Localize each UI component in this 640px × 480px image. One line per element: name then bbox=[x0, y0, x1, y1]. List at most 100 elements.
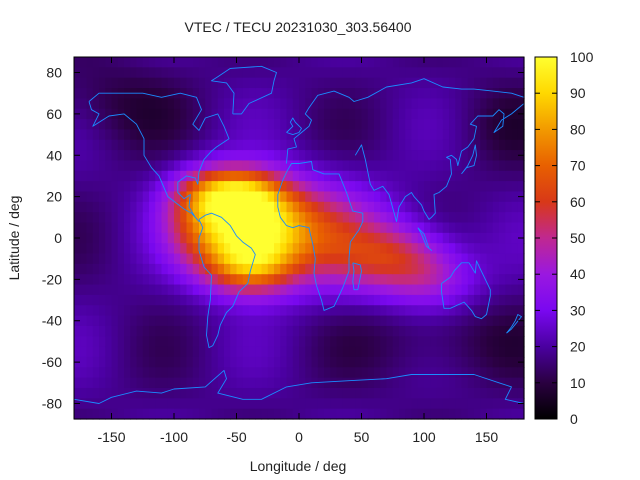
heatmap-cell bbox=[330, 181, 338, 193]
heatmap-cell bbox=[467, 325, 475, 337]
heatmap-cell bbox=[167, 119, 175, 130]
heatmap-cell bbox=[374, 98, 381, 110]
heatmap-cell bbox=[117, 139, 125, 151]
heatmap-cell bbox=[105, 253, 113, 265]
heatmap-cell bbox=[405, 294, 413, 306]
heatmap-cell bbox=[299, 315, 306, 327]
heatmap-cell bbox=[349, 98, 356, 110]
heatmap-cell bbox=[80, 387, 88, 399]
heatmap-cell bbox=[230, 57, 238, 68]
heatmap-cell bbox=[349, 150, 356, 162]
heatmap-cell bbox=[342, 160, 350, 172]
heatmap-cell bbox=[149, 284, 156, 296]
heatmap-cell bbox=[392, 160, 400, 172]
heatmap-cell bbox=[311, 88, 319, 99]
heatmap-cell bbox=[367, 325, 375, 337]
heatmap-cell bbox=[136, 57, 144, 68]
heatmap-cell bbox=[249, 356, 256, 368]
heatmap-cell bbox=[99, 387, 106, 399]
heatmap-cell bbox=[205, 253, 213, 265]
heatmap-cell bbox=[311, 398, 319, 410]
heatmap-cell bbox=[449, 139, 456, 151]
heatmap-cell bbox=[286, 284, 294, 296]
heatmap-cell bbox=[217, 98, 225, 110]
heatmap-cell bbox=[242, 377, 250, 389]
heatmap-cell bbox=[80, 315, 88, 327]
heatmap-cell bbox=[149, 232, 156, 244]
heatmap-cell bbox=[474, 315, 481, 327]
heatmap-cell bbox=[142, 191, 150, 203]
heatmap-cell bbox=[105, 284, 113, 296]
heatmap-cell bbox=[436, 346, 444, 358]
heatmap-cell bbox=[342, 77, 350, 89]
heatmap-cell bbox=[130, 274, 138, 286]
heatmap-cell bbox=[92, 377, 100, 389]
heatmap-cell bbox=[205, 387, 213, 399]
heatmap-cell bbox=[92, 88, 100, 99]
heatmap-cell bbox=[317, 160, 325, 172]
heatmap-cell bbox=[199, 67, 206, 79]
heatmap-cell bbox=[305, 98, 313, 110]
heatmap-cell bbox=[336, 129, 344, 141]
heatmap-cell bbox=[192, 263, 200, 275]
heatmap-cell bbox=[324, 108, 331, 120]
heatmap-cell bbox=[249, 315, 256, 327]
heatmap-cell bbox=[136, 98, 144, 110]
heatmap-cell bbox=[455, 408, 463, 420]
heatmap-cell bbox=[186, 232, 194, 244]
heatmap-cell bbox=[380, 181, 388, 193]
heatmap-cell bbox=[474, 294, 481, 306]
heatmap-cell bbox=[280, 263, 288, 275]
heatmap-cell bbox=[342, 315, 350, 327]
heatmap-cell bbox=[480, 315, 488, 327]
heatmap-cell bbox=[380, 98, 388, 110]
heatmap-cell bbox=[286, 181, 294, 193]
heatmap-cell bbox=[511, 57, 519, 68]
heatmap-cell bbox=[317, 108, 325, 120]
heatmap-cell bbox=[211, 243, 219, 255]
heatmap-cell bbox=[342, 346, 350, 358]
heatmap-cell bbox=[430, 346, 438, 358]
heatmap-cell bbox=[180, 181, 188, 193]
heatmap-cell bbox=[417, 98, 425, 110]
heatmap-cell bbox=[255, 315, 263, 327]
heatmap-cell bbox=[274, 181, 281, 193]
heatmap-cell bbox=[311, 98, 319, 110]
heatmap-cell bbox=[517, 263, 525, 275]
heatmap-cell bbox=[267, 284, 275, 296]
heatmap-cell bbox=[367, 139, 375, 151]
heatmap-cell bbox=[305, 274, 313, 286]
heatmap-cell bbox=[217, 243, 225, 255]
heatmap-cell bbox=[367, 150, 375, 162]
heatmap-cell bbox=[261, 356, 269, 368]
heatmap-cell bbox=[455, 232, 463, 244]
heatmap-cell bbox=[111, 129, 119, 141]
heatmap-cell bbox=[230, 325, 238, 337]
heatmap-cell bbox=[149, 274, 156, 286]
heatmap-cell bbox=[499, 98, 506, 110]
heatmap-cell bbox=[142, 336, 150, 348]
heatmap-cell bbox=[330, 336, 338, 348]
heatmap-cell bbox=[161, 57, 169, 68]
heatmap-cell bbox=[417, 160, 425, 172]
heatmap-cell bbox=[330, 305, 338, 317]
heatmap-cell bbox=[286, 325, 294, 337]
heatmap-cell bbox=[224, 284, 231, 296]
heatmap-cell bbox=[267, 181, 275, 193]
heatmap-cell bbox=[386, 377, 394, 389]
heatmap-cell bbox=[142, 315, 150, 327]
heatmap-cell bbox=[224, 57, 231, 68]
heatmap-cell bbox=[461, 222, 469, 234]
heatmap-cell bbox=[142, 77, 150, 89]
heatmap-cell bbox=[511, 139, 519, 151]
heatmap-cell bbox=[192, 222, 200, 234]
heatmap-cell bbox=[511, 387, 519, 399]
heatmap-cell bbox=[374, 305, 381, 317]
heatmap-cell bbox=[274, 170, 281, 182]
heatmap-cell bbox=[180, 346, 188, 358]
heatmap-cell bbox=[105, 356, 113, 368]
heatmap-cell bbox=[336, 181, 344, 193]
heatmap-cell bbox=[361, 305, 369, 317]
heatmap-cell bbox=[417, 325, 425, 337]
heatmap-cell bbox=[461, 191, 469, 203]
